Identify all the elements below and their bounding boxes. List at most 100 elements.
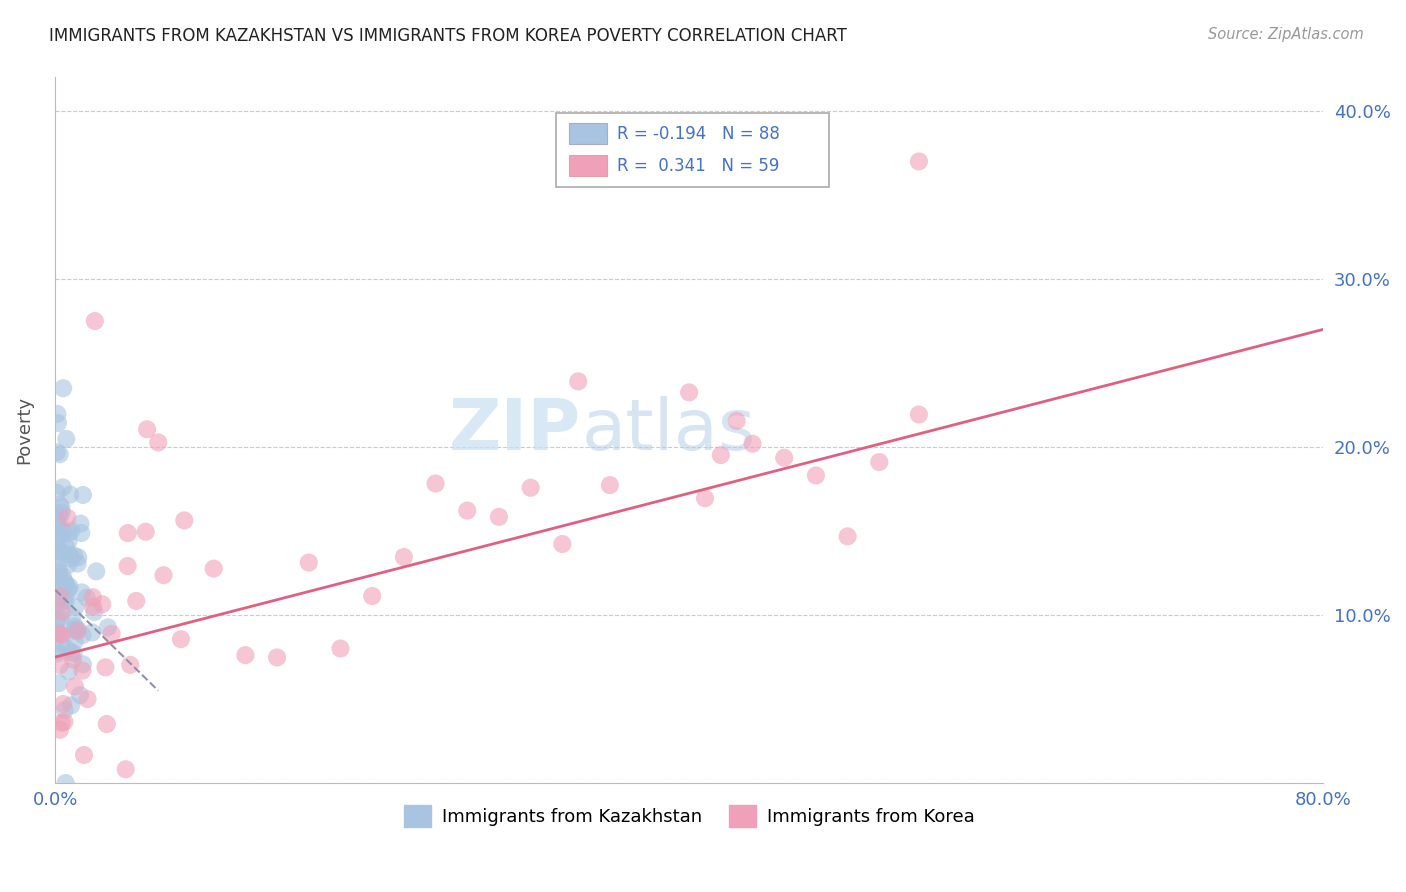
Point xyxy=(46,548,69,562)
Point xyxy=(51,500,73,515)
Text: IMMIGRANTS FROM KAZAKHSTAN VS IMMIGRANTS FROM KOREA POVERTY CORRELATION CHART: IMMIGRANTS FROM KAZAKHSTAN VS IMMIGRANTS… xyxy=(49,27,846,45)
Point xyxy=(152,568,174,582)
Point xyxy=(46,416,69,430)
Point xyxy=(52,480,75,494)
Point xyxy=(49,628,72,642)
Point xyxy=(173,513,195,527)
Point xyxy=(83,314,105,328)
Text: R =  0.341   N = 59: R = 0.341 N = 59 xyxy=(617,157,779,175)
Point xyxy=(45,445,67,459)
Point xyxy=(45,647,67,661)
Point xyxy=(51,605,73,619)
Point xyxy=(567,375,589,389)
Point xyxy=(58,579,80,593)
Point xyxy=(53,714,76,729)
Point xyxy=(69,688,91,702)
Point xyxy=(135,524,157,539)
Point xyxy=(60,698,83,713)
Point xyxy=(908,154,931,169)
Point xyxy=(266,650,288,665)
Point xyxy=(519,481,541,495)
Point xyxy=(117,559,139,574)
Point xyxy=(51,715,73,730)
Point xyxy=(58,534,80,549)
Point xyxy=(48,566,70,580)
Text: Source: ZipAtlas.com: Source: ZipAtlas.com xyxy=(1208,27,1364,42)
Point xyxy=(63,549,86,563)
Point xyxy=(298,556,321,570)
Point xyxy=(55,578,77,592)
Point xyxy=(52,697,75,711)
Point xyxy=(45,521,67,535)
Point xyxy=(73,747,96,762)
Point xyxy=(46,516,69,530)
Point xyxy=(45,644,67,658)
Point xyxy=(55,576,77,591)
Point xyxy=(82,599,104,614)
FancyBboxPatch shape xyxy=(555,112,828,186)
Point xyxy=(65,600,87,615)
Legend: Immigrants from Kazakhstan, Immigrants from Korea: Immigrants from Kazakhstan, Immigrants f… xyxy=(396,797,981,834)
Point xyxy=(97,620,120,634)
Point xyxy=(202,561,225,575)
FancyBboxPatch shape xyxy=(568,123,607,145)
Point xyxy=(58,526,80,541)
Point xyxy=(48,676,70,690)
Point xyxy=(72,628,94,642)
Point xyxy=(599,478,621,492)
Point xyxy=(52,524,75,538)
Point xyxy=(392,549,415,564)
Point xyxy=(48,564,70,578)
Point xyxy=(63,619,86,633)
Point xyxy=(49,545,72,559)
Point xyxy=(45,594,67,608)
Point xyxy=(55,593,77,607)
Point xyxy=(45,571,67,585)
Point xyxy=(48,447,70,461)
Point xyxy=(62,647,84,661)
Point xyxy=(773,450,796,465)
Point xyxy=(70,526,93,541)
Point xyxy=(170,632,193,647)
Point xyxy=(82,590,104,604)
Text: ZIP: ZIP xyxy=(449,396,581,465)
Point xyxy=(693,491,716,506)
Point xyxy=(66,557,89,571)
Point xyxy=(58,665,80,679)
Point xyxy=(52,594,75,608)
Point xyxy=(837,529,859,543)
Point xyxy=(46,625,69,640)
Point xyxy=(51,505,73,519)
Point xyxy=(49,627,72,641)
Point xyxy=(120,657,142,672)
Point xyxy=(91,597,114,611)
Point xyxy=(76,692,98,706)
Point xyxy=(45,486,67,500)
Point xyxy=(55,641,77,656)
Point xyxy=(48,530,70,544)
Point xyxy=(100,627,122,641)
Point xyxy=(60,524,83,538)
Point xyxy=(53,589,76,603)
Point xyxy=(67,550,90,565)
Point xyxy=(60,645,83,659)
Point xyxy=(45,624,67,638)
Point xyxy=(52,584,75,599)
Point xyxy=(45,506,67,520)
Point xyxy=(96,717,118,731)
Point xyxy=(52,570,75,584)
Point xyxy=(49,723,72,737)
Y-axis label: Poverty: Poverty xyxy=(15,396,32,465)
Point xyxy=(46,407,69,421)
Point xyxy=(425,476,447,491)
Point xyxy=(55,432,77,446)
FancyBboxPatch shape xyxy=(568,155,607,177)
Point xyxy=(136,422,159,436)
Point xyxy=(45,530,67,544)
Point xyxy=(63,634,86,648)
Point xyxy=(49,658,72,673)
Point xyxy=(488,509,510,524)
Point xyxy=(117,526,139,541)
Point xyxy=(72,657,94,672)
Point xyxy=(66,624,89,639)
